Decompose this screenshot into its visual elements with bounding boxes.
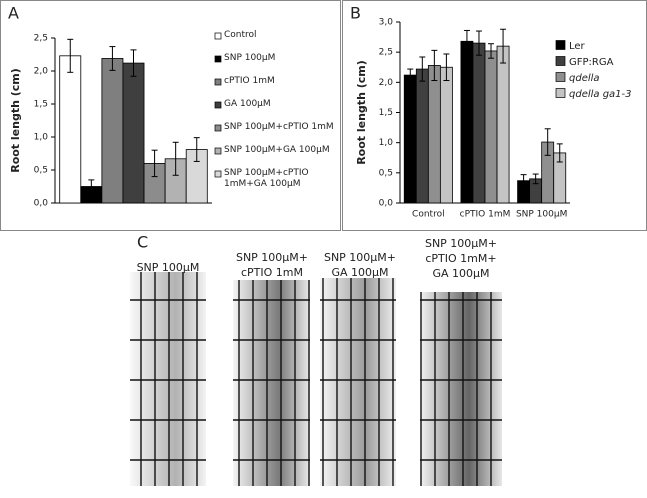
error-bar — [130, 49, 137, 77]
legend-label: cPTIO 1mM — [224, 76, 275, 86]
legend-item: GA 100µM — [224, 99, 271, 109]
legend-label: Ler — [569, 41, 586, 52]
y-tick-label: 2,5 — [34, 34, 48, 44]
y-tick-label: 0,5 — [34, 166, 48, 176]
legend-label: qdella ga1-3 — [569, 89, 632, 100]
legend-item: SNP 100µM+GA 100µM — [224, 145, 330, 155]
x-tick-label: Control — [412, 210, 445, 220]
bar — [415, 68, 429, 204]
caption: SNP 100µM+ — [425, 237, 497, 250]
error-bar — [419, 56, 426, 82]
bar — [59, 55, 82, 204]
error-bar — [520, 174, 527, 188]
error-bar — [193, 137, 200, 162]
panel-label: A — [8, 4, 19, 23]
y-tick-label: 1,0 — [379, 138, 394, 148]
caption: SNP 100µM+ — [324, 251, 396, 264]
y-axis-label: Root length (cm) — [9, 68, 22, 173]
y-tick-label: 1,0 — [34, 133, 49, 143]
bar — [439, 66, 453, 204]
caption: GA 100µM — [331, 266, 388, 279]
legend-swatch — [555, 88, 566, 98]
error-bar — [109, 46, 116, 71]
legend-label: SNP 100µM+cPTIO 1mM — [224, 122, 334, 132]
legend-label: GA 100µM — [224, 99, 271, 109]
caption: SNP 100µM — [137, 261, 200, 274]
y-axis-label: Root length (cm) — [355, 60, 368, 165]
error-bar — [488, 43, 495, 59]
legend-swatch — [214, 170, 222, 178]
panel-label: C — [137, 233, 148, 252]
caption: GA 100µM — [432, 267, 489, 280]
legend-swatch — [555, 56, 566, 66]
caption: SNP 100µM+ — [236, 251, 308, 264]
panel-frame — [0, 0, 341, 231]
error-bar — [475, 30, 482, 56]
y-tick-label: 3,0 — [379, 18, 394, 28]
legend-swatch — [555, 72, 566, 82]
legend-swatch — [555, 40, 566, 50]
y-tick-label: 2,0 — [34, 67, 49, 77]
y-tick-label: 0,5 — [379, 168, 393, 178]
bar — [484, 50, 498, 204]
legend-swatch — [214, 55, 222, 63]
legend-swatch — [214, 124, 222, 132]
caption: cPTIO 1mM — [241, 266, 303, 279]
y-tick-label: 2,0 — [379, 78, 394, 88]
legend-item: Control — [224, 30, 257, 40]
legend-label: qdella — [569, 73, 600, 84]
legend-label: SNP 100µM — [224, 53, 276, 63]
error-bar — [544, 128, 551, 156]
bar — [496, 45, 510, 204]
y-tick-label: 1,5 — [34, 100, 48, 110]
bar — [427, 65, 441, 204]
error-bar — [407, 68, 414, 82]
bar — [472, 42, 486, 204]
legend-swatch — [214, 147, 222, 155]
error-bar — [172, 141, 179, 176]
legend-swatch — [214, 78, 222, 86]
error-bar — [151, 149, 158, 178]
error-bar — [443, 53, 450, 82]
error-bar — [556, 143, 563, 163]
legend-label: GFP:RGA — [569, 57, 614, 68]
y-tick-label: 2,5 — [379, 48, 393, 58]
legend-swatch — [214, 101, 222, 109]
y-tick-label: 0,0 — [34, 199, 49, 209]
legend-label: SNP 100µM+cPTIO 1mM+GA 100µM — [224, 168, 309, 189]
error-bar — [463, 29, 470, 53]
error-bar — [532, 173, 539, 185]
legend-label: Control — [224, 30, 257, 40]
bar — [403, 74, 417, 204]
legend-item: cPTIO 1mM — [224, 76, 275, 86]
y-tick-label: 0,0 — [379, 199, 394, 209]
bar — [101, 58, 124, 204]
legend-item: SNP 100µM — [224, 53, 276, 63]
caption: cPTIO 1mM+ — [425, 252, 496, 265]
error-bar — [431, 49, 438, 82]
x-tick-label: cPTIO 1mM — [460, 210, 511, 220]
micrographs — [130, 272, 502, 486]
error-bar — [500, 28, 507, 64]
panel-label: B — [350, 4, 361, 23]
error-bar — [67, 38, 74, 73]
legend-label: SNP 100µM+GA 100µM — [224, 145, 330, 155]
legend-item: SNP 100µM+cPTIO 1mM — [224, 122, 334, 132]
bar — [460, 40, 474, 204]
error-bar — [88, 179, 95, 194]
legend-item: SNP 100µM+cPTIO 1mM+GA 100µM — [224, 168, 309, 189]
bar — [122, 62, 145, 204]
legend-swatch — [214, 32, 222, 40]
x-tick-label: SNP 100µM — [516, 210, 567, 220]
y-tick-label: 1,5 — [379, 108, 393, 118]
